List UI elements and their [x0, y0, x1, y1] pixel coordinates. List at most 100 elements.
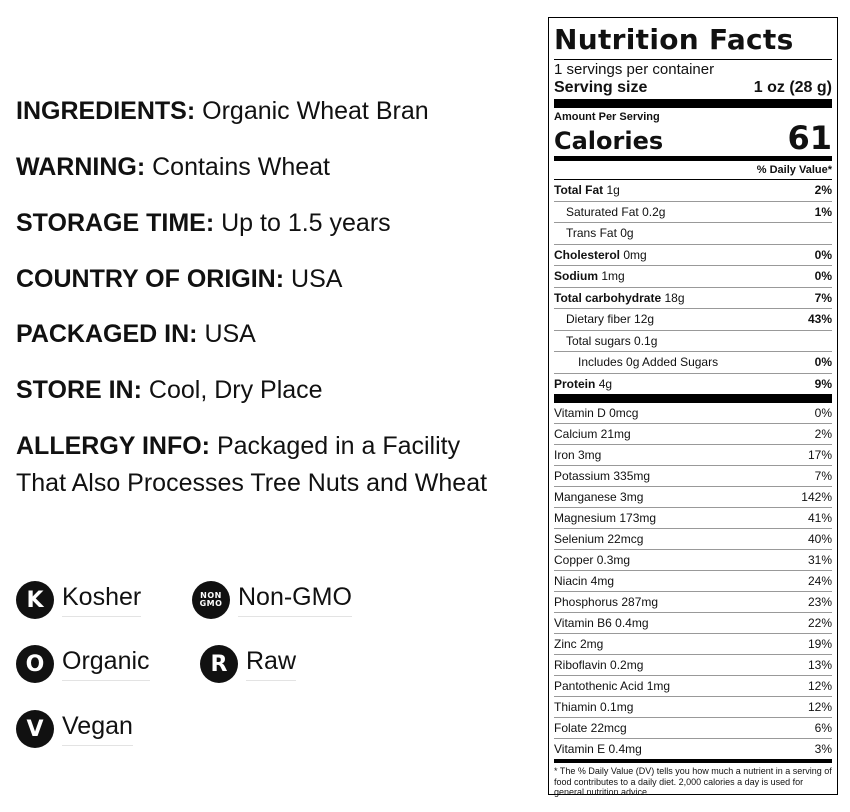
vitamin-name: Copper 0.3mg [554, 553, 631, 567]
nutrient-dv: 9% [814, 376, 832, 391]
vitamin-dv: 142% [801, 490, 832, 504]
warning-label: WARNING: [16, 153, 146, 181]
nutrient-name: Trans Fat [566, 226, 617, 240]
vitamin-name: Calcium 21mg [554, 427, 631, 441]
store-in-label: STORE IN: [16, 376, 142, 404]
vitamin-row: Vitamin B6 0.4mg 22% [554, 613, 832, 634]
allergy-line: ALLERGY INFO: Packaged in a Facility Tha… [16, 428, 506, 502]
vitamin-name: Riboflavin 0.2mg [554, 658, 644, 672]
vitamin-row: Phosphorus 287mg 23% [554, 592, 832, 613]
vitamin-name: Manganese 3mg [554, 490, 644, 504]
vegan-icon: V [16, 710, 54, 748]
organic-icon: O [16, 645, 54, 683]
nutrient-name: Dietary fiber [566, 312, 631, 326]
nutrient-dv: 2% [814, 183, 832, 197]
vitamin-name: Vitamin B6 0.4mg [554, 616, 649, 630]
vitamin-row: Potassium 335mg 7% [554, 466, 832, 487]
packaged-value: USA [204, 320, 256, 348]
amount-per-serving: Amount Per Serving [554, 111, 660, 123]
nongmo-badge: NON GMO Non-GMO [192, 581, 352, 619]
kosher-label: Kosher [62, 583, 142, 617]
vitamin-dv: 12% [807, 700, 832, 714]
nutrient-row-total-carbohydrate: Total carbohydrate 18g 7% [554, 288, 832, 309]
allergy-label: ALLERGY INFO: [16, 432, 210, 460]
nutrient-dv: 1% [814, 204, 832, 219]
serving-size-value: 1 oz (28 g) [753, 79, 832, 96]
nutrient-row-added-sugars: Includes 0g Added Sugars 0% [554, 352, 832, 374]
store-in-line: STORE IN: Cool, Dry Place [16, 372, 323, 409]
vitamin-dv: 2% [814, 427, 832, 441]
vitamin-name: Vitamin D 0mcg [554, 406, 639, 420]
kosher-badge: K Kosher [16, 581, 142, 619]
allergy-value: Packaged in a Facility That Also Process… [16, 432, 488, 497]
vitamin-dv: 3% [814, 742, 832, 756]
vitamin-dv: 6% [814, 721, 832, 735]
raw-label: Raw [246, 647, 297, 681]
packaged-line: PACKAGED IN: USA [16, 316, 256, 353]
nutrient-name: Total Fat [554, 183, 604, 197]
daily-value-header: % Daily Value* [554, 161, 832, 180]
vitamin-name: Vitamin E 0.4mg [554, 742, 642, 756]
vitamin-name: Pantothenic Acid 1mg [554, 679, 671, 693]
non-gmo-icon-line2: GMO [199, 599, 223, 608]
vitamin-name: Potassium 335mg [554, 469, 651, 483]
ingredients-line: INGREDIENTS: Organic Wheat Bran [16, 93, 429, 130]
vitamin-name: Iron 3mg [554, 448, 602, 462]
storage-time-line: STORAGE TIME: Up to 1.5 years [16, 205, 391, 242]
daily-value-footnote: * The % Daily Value (DV) tells you how m… [554, 759, 832, 798]
vitamin-dv: 19% [807, 637, 832, 651]
vitamin-dv: 12% [807, 679, 832, 693]
nutrient-amount: 1mg [601, 269, 625, 283]
vitamin-row: Calcium 21mg 2% [554, 424, 832, 445]
vitamin-dv: 17% [807, 448, 832, 462]
country-label: COUNTRY OF ORIGIN: [16, 265, 285, 293]
divider [554, 59, 832, 60]
warning-line: WARNING: Contains Wheat [16, 149, 330, 186]
non-gmo-icon-line1: NON [200, 591, 222, 600]
vitamin-name: Thiamin 0.1mg [554, 700, 634, 714]
vitamin-dv: 0% [814, 406, 832, 420]
raw-icon: R [200, 645, 238, 683]
vitamin-dv: 7% [814, 469, 832, 483]
vitamin-row: Iron 3mg 17% [554, 445, 832, 466]
vegan-label: Vegan [62, 712, 133, 746]
nutrient-name: Includes 0g Added Sugars [578, 355, 719, 369]
kosher-icon: K [16, 581, 54, 619]
vitamin-dv: 13% [807, 658, 832, 672]
nutrient-amount: 1g [606, 183, 620, 197]
store-in-value: Cool, Dry Place [148, 376, 323, 404]
nutrient-name: Total carbohydrate [554, 290, 662, 305]
nutrient-amount: 18g [664, 290, 685, 305]
nutrient-name: Protein [554, 376, 596, 391]
vitamin-row: Thiamin 0.1mg 12% [554, 697, 832, 718]
vitamin-row: Zinc 2mg 19% [554, 634, 832, 655]
nutrient-name: Saturated Fat [566, 204, 639, 219]
vitamin-row: Selenium 22mcg 40% [554, 529, 832, 550]
vitamin-name: Phosphorus 287mg [554, 595, 659, 609]
ingredients-label: INGREDIENTS: [16, 97, 196, 125]
raw-badge: R Raw [200, 645, 297, 683]
nutrient-row-protein: Protein 4g 9% [554, 374, 832, 395]
thick-divider [554, 99, 832, 108]
nutrient-dv: 0% [814, 355, 832, 369]
nutrient-row-trans-fat: Trans Fat 0g [554, 223, 832, 245]
calories-row: Calories 61 [554, 122, 832, 154]
nutrient-row-total-sugars: Total sugars 0.1g [554, 331, 832, 352]
vitamin-row: Riboflavin 0.2mg 13% [554, 655, 832, 676]
servings-per-container: 1 servings per container [554, 61, 715, 78]
nutrient-amount: 0.1g [634, 333, 658, 348]
vitamin-dv: 24% [807, 574, 832, 588]
medium-divider [554, 156, 832, 161]
nutrient-row-saturated-fat: Saturated Fat 0.2g 1% [554, 202, 832, 223]
nutrient-dv: 43% [807, 312, 832, 326]
nutrient-name: Cholesterol [554, 247, 621, 262]
nutrition-facts-panel: Nutrition Facts 1 servings per container… [548, 17, 838, 798]
vitamin-row: Pantothenic Acid 1mg 12% [554, 676, 832, 697]
nutrient-dv: 0% [814, 247, 832, 262]
vitamin-name: Magnesium 173mg [554, 511, 657, 525]
nutrient-amount: 4g [598, 376, 613, 391]
ingredients-value: Organic Wheat Bran [202, 97, 429, 125]
vitamin-row: Vitamin D 0mcg 0% [554, 403, 832, 424]
nutrient-row-total-fat: Total Fat 1g 2% [554, 180, 832, 202]
vitamin-row: Niacin 4mg 24% [554, 571, 832, 592]
